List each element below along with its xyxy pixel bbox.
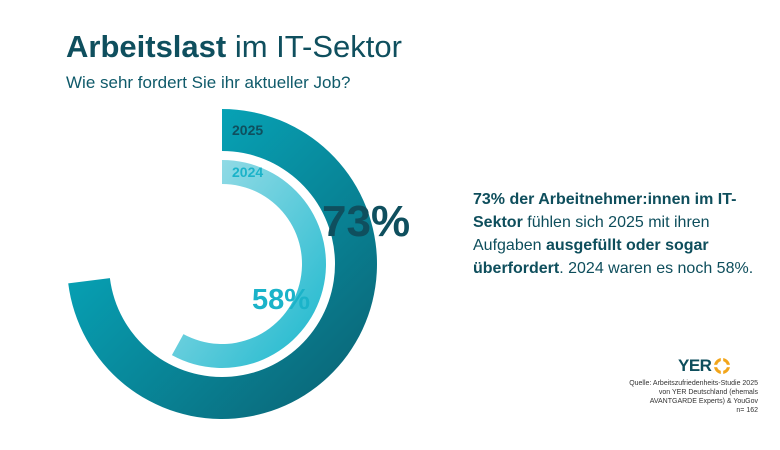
source-line-1: Quelle: Arbeitszufriedenheits-Studie 202… <box>629 380 758 387</box>
title-bold: Arbeitslast <box>66 29 227 64</box>
yer-logo-icon <box>713 357 732 375</box>
chart-description: 73% der Arbeitnehmer:innen im IT-Sektor … <box>473 188 763 280</box>
source-note: Quelle: Arbeitszufriedenheits-Studie 202… <box>558 379 758 415</box>
page-title: Arbeitslast im IT-Sektor <box>66 28 402 66</box>
ring-2025 <box>68 109 377 419</box>
data-label-2024: 58% <box>252 284 310 316</box>
source-line-3: AVANTGARDE Experts) & YouGov <box>649 398 758 405</box>
source-line-2: von YER Deutschland (ehemals <box>658 389 758 396</box>
ring-2024 <box>171 160 326 368</box>
desc-text-1: fühlen sich 2025 mit ihren Aufgaben <box>473 214 710 254</box>
desc-bold-1: 73% der Arbeitnehmer:innen im IT-Sektor <box>473 191 737 231</box>
source-line-4: n= 162 <box>736 407 758 414</box>
series-label-2025: 2025 <box>232 122 263 138</box>
desc-text-2: . 2024 waren es noch 58%. <box>559 260 754 277</box>
yer-logo: YER <box>678 356 732 376</box>
subtitle: Wie sehr fordert Sie ihr aktueller Job? <box>66 73 351 92</box>
series-label-2024: 2024 <box>232 164 263 180</box>
data-label-2025: 73% <box>322 197 410 246</box>
logo-text: YER <box>678 356 712 375</box>
title-rest: im IT-Sektor <box>226 29 402 64</box>
desc-bold-2: ausgefüllt oder sogar überfordert <box>473 237 709 277</box>
